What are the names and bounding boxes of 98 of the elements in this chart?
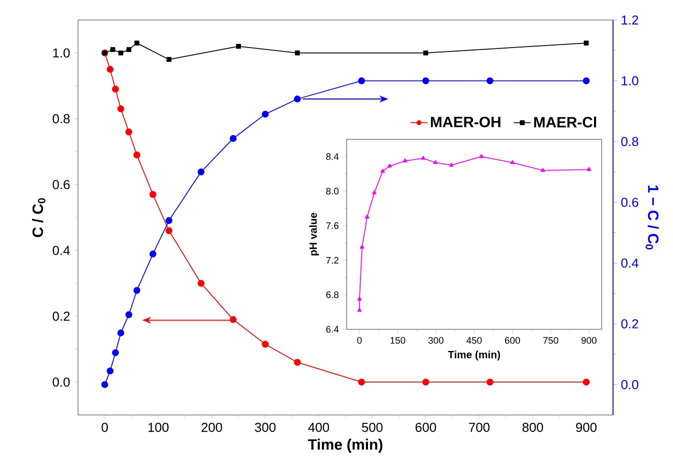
x-tick-label: 700	[469, 422, 490, 432]
x-tick-label: 900	[576, 422, 597, 432]
point	[198, 168, 204, 176]
x-tick-label: 400	[308, 422, 330, 432]
point	[106, 66, 114, 73]
point	[358, 77, 365, 84]
point	[584, 40, 589, 46]
x-tick-label: 900	[581, 337, 596, 344]
point	[236, 44, 241, 49]
point	[117, 330, 124, 336]
point	[166, 227, 172, 234]
y-tick-label: 7.2	[326, 256, 338, 264]
point	[422, 77, 430, 84]
point	[582, 77, 590, 84]
point	[101, 381, 108, 388]
point	[402, 158, 408, 162]
y-tick-label: 6.4	[326, 326, 339, 333]
point	[294, 96, 301, 102]
point	[112, 86, 119, 93]
legend-label: MAER-Cl	[534, 116, 596, 128]
y-tick-label: 0.8	[52, 114, 70, 124]
y-axis-title: C / C$_{0}$	[32, 198, 46, 238]
point	[133, 286, 140, 294]
point	[540, 168, 545, 172]
x-tick-label: 450	[466, 337, 482, 344]
y2-tick-label: 1.0	[622, 76, 638, 86]
x-axis-title: Time (min)	[308, 438, 382, 453]
legend-label: MAER-OH	[430, 116, 500, 128]
point	[118, 50, 124, 56]
x-tick-label: 100	[148, 422, 169, 432]
point	[149, 191, 156, 198]
point	[110, 47, 116, 52]
point	[364, 214, 370, 218]
point	[357, 296, 362, 301]
point	[421, 156, 426, 160]
x-tick-label: 300	[428, 337, 444, 344]
y2-tick-label: 0.8	[621, 136, 638, 146]
x-tick-label: 600	[505, 337, 520, 344]
x-tick-label: 600	[416, 422, 436, 432]
point	[133, 152, 140, 158]
y-tick-label: 6.8	[326, 291, 339, 298]
y-tick-label: 1.0	[53, 48, 70, 58]
point	[262, 110, 269, 118]
y-axis-title: pH value	[309, 212, 319, 256]
point	[106, 368, 114, 374]
point	[126, 47, 132, 52]
x-tick-label: 800	[522, 422, 544, 432]
point	[586, 167, 592, 171]
point	[134, 40, 140, 46]
point	[582, 378, 590, 386]
point	[372, 190, 376, 194]
point	[422, 378, 430, 386]
point	[294, 50, 300, 56]
point	[149, 250, 156, 258]
point	[198, 280, 204, 287]
y-tick-label: 8.4	[326, 153, 339, 160]
x-axis-title: Time (min)	[448, 350, 500, 360]
point	[360, 244, 364, 249]
y2-tick-label: 0.4	[621, 258, 638, 268]
y-tick-label: 0.0	[52, 377, 70, 387]
point	[112, 349, 119, 356]
point	[117, 105, 124, 112]
point	[166, 57, 172, 62]
point	[486, 77, 494, 84]
y-tick-label: 0.2	[52, 312, 70, 321]
point	[358, 378, 365, 386]
x-tick-label: 300	[254, 422, 276, 432]
point	[294, 358, 301, 366]
point	[486, 378, 494, 386]
point	[166, 217, 172, 224]
y2-tick-label: 0.2	[621, 319, 638, 328]
point	[125, 311, 132, 318]
point	[230, 135, 237, 142]
point	[510, 160, 515, 164]
point	[380, 168, 385, 173]
y2-tick-label: 0.6	[621, 198, 638, 207]
y2-tick-label: 0.0	[621, 380, 638, 390]
point	[479, 154, 484, 158]
point	[387, 164, 392, 168]
y-tick-label: 8.0	[326, 188, 339, 194]
point	[230, 316, 237, 323]
x-tick-label: 0	[102, 422, 108, 432]
point	[449, 162, 454, 167]
x-tick-label: 0	[357, 337, 362, 344]
x-tick-label: 500	[362, 422, 383, 432]
point	[433, 160, 438, 164]
point	[125, 128, 132, 136]
y2-tick-label: 1.2	[622, 15, 638, 25]
x-tick-label: 150	[390, 337, 406, 344]
y2-axis-title: 1 − C / C$_{0}$	[646, 186, 659, 250]
y-tick-label: 0.4	[52, 246, 70, 255]
x-tick-label: 750	[543, 337, 558, 344]
y-tick-label: 7.6	[326, 222, 339, 230]
point	[423, 50, 428, 56]
x-tick-label: 200	[202, 422, 222, 432]
y-tick-label: 0.6	[52, 180, 70, 190]
point	[357, 308, 362, 312]
point	[262, 340, 269, 348]
